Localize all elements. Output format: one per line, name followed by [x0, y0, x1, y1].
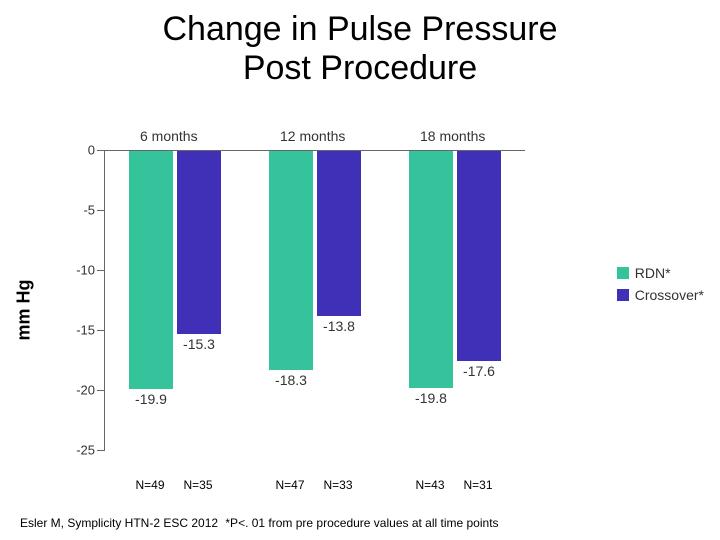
n-label: N=43: [415, 478, 444, 492]
n-label: N=49: [135, 478, 164, 492]
y-axis-label: mm Hg: [14, 279, 35, 340]
bar-chart: 0-5-10-15-20-256 months-19.9-15.312 mont…: [62, 140, 532, 470]
n-label: N=31: [463, 478, 492, 492]
y-tick-label: 0: [88, 143, 105, 158]
footer-source: Esler M, Symplicity HTN-2 ESC 2012: [20, 516, 218, 530]
y-tick-label: -25: [76, 443, 105, 458]
bar-value-label: -18.3: [275, 370, 307, 388]
legend-label-crossover: Crossover*: [635, 287, 704, 303]
bar: -17.6: [457, 150, 501, 361]
bar: -15.3: [177, 150, 221, 334]
x-category-label: 18 months: [420, 128, 485, 144]
bar-value-label: -17.6: [463, 361, 495, 379]
n-label: N=33: [323, 478, 352, 492]
bar: -19.8: [409, 150, 453, 388]
bar-value-label: -19.8: [415, 388, 447, 406]
y-tick-label: -20: [76, 383, 105, 398]
plot-area: 0-5-10-15-20-256 months-19.9-15.312 mont…: [104, 150, 525, 450]
y-tick-label: -15: [76, 323, 105, 338]
chart-title: Change in Pulse Pressure Post Procedure: [0, 10, 720, 88]
legend-swatch-rdn: [617, 267, 629, 279]
legend: RDN* Crossover*: [617, 259, 704, 309]
baseline-zero: [105, 150, 525, 151]
title-line-2: Post Procedure: [243, 49, 477, 87]
legend-item-crossover: Crossover*: [617, 287, 704, 303]
legend-item-rdn: RDN*: [617, 265, 704, 281]
bar-value-label: -15.3: [183, 334, 215, 352]
y-tick-label: -10: [76, 263, 105, 278]
title-line-1: Change in Pulse Pressure: [162, 10, 557, 48]
footer: Esler M, Symplicity HTN-2 ESC 2012 *P<. …: [20, 516, 700, 530]
bar: -19.9: [129, 150, 173, 389]
x-category-label: 6 months: [140, 128, 198, 144]
bar-value-label: -13.8: [323, 316, 355, 334]
y-tick-label: -5: [83, 203, 105, 218]
legend-swatch-crossover: [617, 289, 629, 301]
bar: -13.8: [317, 150, 361, 316]
x-category-label: 12 months: [280, 128, 345, 144]
bar-value-label: -19.9: [135, 389, 167, 407]
n-label: N=47: [275, 478, 304, 492]
bar: -18.3: [269, 150, 313, 370]
legend-label-rdn: RDN*: [635, 265, 671, 281]
footer-note: *P<. 01 from pre procedure values at all…: [225, 516, 498, 530]
n-label: N=35: [183, 478, 212, 492]
